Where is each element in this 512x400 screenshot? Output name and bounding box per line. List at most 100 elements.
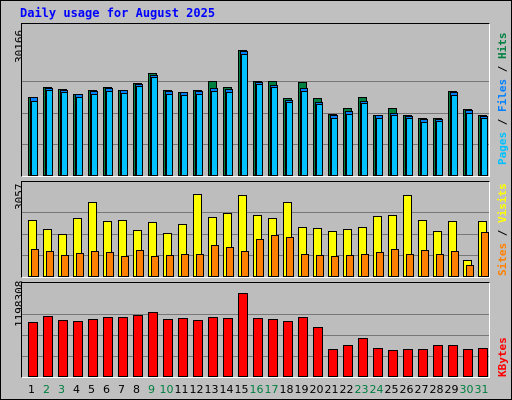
kbytes-bar-day-31 (478, 348, 488, 377)
day-label-29: 29 (444, 383, 459, 396)
sites-bar-day-4 (76, 253, 84, 277)
day-label-18: 18 (279, 383, 294, 396)
day-label-26: 26 (399, 383, 414, 396)
pages-bar-day-13 (211, 91, 218, 176)
kbytes-bar-day-9 (148, 312, 158, 377)
day-label-12: 12 (189, 383, 204, 396)
day-label-20: 20 (309, 383, 324, 396)
hits-panel (21, 23, 490, 177)
kbytes-bar-day-11 (178, 318, 188, 377)
day-label-19: 19 (294, 383, 309, 396)
pages-bar-day-10 (166, 94, 173, 176)
pages-bar-day-3 (61, 92, 68, 176)
sites-bar-day-2 (46, 251, 54, 277)
kbytes-bar-day-4 (73, 321, 83, 377)
sites-bar-day-21 (331, 256, 339, 277)
sites-bar-day-26 (406, 254, 414, 277)
sites-bar-day-23 (361, 254, 369, 277)
kbytes-bar-day-7 (118, 317, 128, 377)
day-label-13: 13 (204, 383, 219, 396)
pages-bar-day-16 (256, 84, 263, 176)
sites-bar-day-25 (391, 249, 399, 277)
sites-bar-day-16 (256, 239, 264, 277)
day-label-5: 5 (88, 383, 95, 396)
kbytes-bar-day-15 (238, 293, 248, 377)
pages-bar-day-12 (196, 94, 203, 176)
kbytes-bar-day-12 (193, 320, 203, 377)
kbytes-bar-day-30 (463, 349, 473, 377)
kbytes-bar-day-27 (418, 349, 428, 377)
day-label-16: 16 (249, 383, 264, 396)
pages-bar-day-9 (151, 77, 158, 176)
kbytes-bar-day-16 (253, 318, 263, 377)
pages-bar-day-29 (451, 95, 458, 176)
kbytes-bar-day-28 (433, 345, 443, 377)
day-label-31: 31 (474, 383, 489, 396)
hits-legend-part-3: / (496, 59, 509, 79)
day-label-14: 14 (219, 383, 234, 396)
sites-bar-day-20 (316, 255, 324, 277)
pages-bar-day-26 (406, 118, 413, 176)
kbytes-bar-day-24 (373, 348, 383, 377)
hits-legend-part-0: Pages (496, 131, 509, 165)
pages-bar-day-23 (361, 103, 368, 176)
kbytes-bar-day-13 (208, 317, 218, 377)
pages-bar-day-24 (376, 118, 383, 176)
kbytes-bar-day-23 (358, 338, 368, 377)
visits-legend-part-1: / (496, 223, 509, 243)
pages-bar-day-5 (91, 94, 98, 176)
pages-bar-day-11 (181, 95, 188, 176)
kbytes-bar-day-25 (388, 350, 398, 377)
pages-bar-day-18 (286, 102, 293, 176)
day-label-28: 28 (429, 383, 444, 396)
sites-bar-day-3 (61, 255, 69, 277)
sites-bar-day-19 (301, 254, 309, 277)
hits-legend-part-1: / (496, 112, 509, 132)
day-label-2: 2 (43, 383, 50, 396)
kbytes-bar-day-18 (283, 321, 293, 377)
sites-bar-day-24 (376, 252, 384, 277)
sites-bar-day-7 (121, 256, 129, 277)
sites-bar-day-11 (181, 254, 189, 277)
day-label-7: 7 (118, 383, 125, 396)
kbytes-bar-day-21 (328, 349, 338, 377)
kbytes-bar-day-20 (313, 327, 323, 377)
day-label-27: 27 (414, 383, 429, 396)
sites-bar-day-18 (286, 237, 294, 277)
hits-legend-part-4: Hits (496, 32, 509, 60)
pages-bar-day-28 (436, 121, 443, 176)
pages-bar-day-14 (226, 92, 233, 176)
pages-bar-day-7 (121, 93, 128, 176)
day-label-23: 23 (354, 383, 369, 396)
chart-title: Daily usage for August 2025 (20, 6, 216, 20)
day-label-25: 25 (384, 383, 399, 396)
sites-bar-day-6 (106, 252, 114, 277)
pages-bar-day-1 (31, 101, 38, 176)
sites-bar-day-12 (196, 254, 204, 277)
visits-legend-part-2: Visits (496, 183, 509, 223)
pages-bar-day-15 (241, 54, 248, 176)
sites-bar-day-22 (346, 255, 354, 277)
sites-bar-day-5 (91, 251, 99, 277)
kbytes-panel (21, 282, 490, 378)
sites-bar-day-9 (151, 256, 159, 277)
visits-legend-part-0: Sites (496, 242, 509, 276)
pages-bar-day-22 (346, 114, 353, 176)
day-label-3: 3 (58, 383, 65, 396)
day-label-4: 4 (73, 383, 80, 396)
kbytes-bar-day-22 (343, 345, 353, 377)
day-label-24: 24 (369, 383, 384, 396)
sites-bar-day-29 (451, 251, 459, 277)
sites-bar-day-1 (31, 249, 39, 277)
pages-bar-day-4 (76, 97, 83, 176)
day-label-8: 8 (133, 383, 140, 396)
sites-bar-day-31 (481, 232, 489, 277)
pages-bar-day-21 (331, 118, 338, 176)
pages-bar-day-17 (271, 87, 278, 176)
kbytes-bar-day-14 (223, 318, 233, 377)
sites-bar-day-14 (226, 247, 234, 277)
visits-panel (21, 181, 490, 278)
kbytes-bar-day-6 (103, 317, 113, 377)
pages-bar-day-6 (106, 91, 113, 176)
day-label-11: 11 (174, 383, 189, 396)
